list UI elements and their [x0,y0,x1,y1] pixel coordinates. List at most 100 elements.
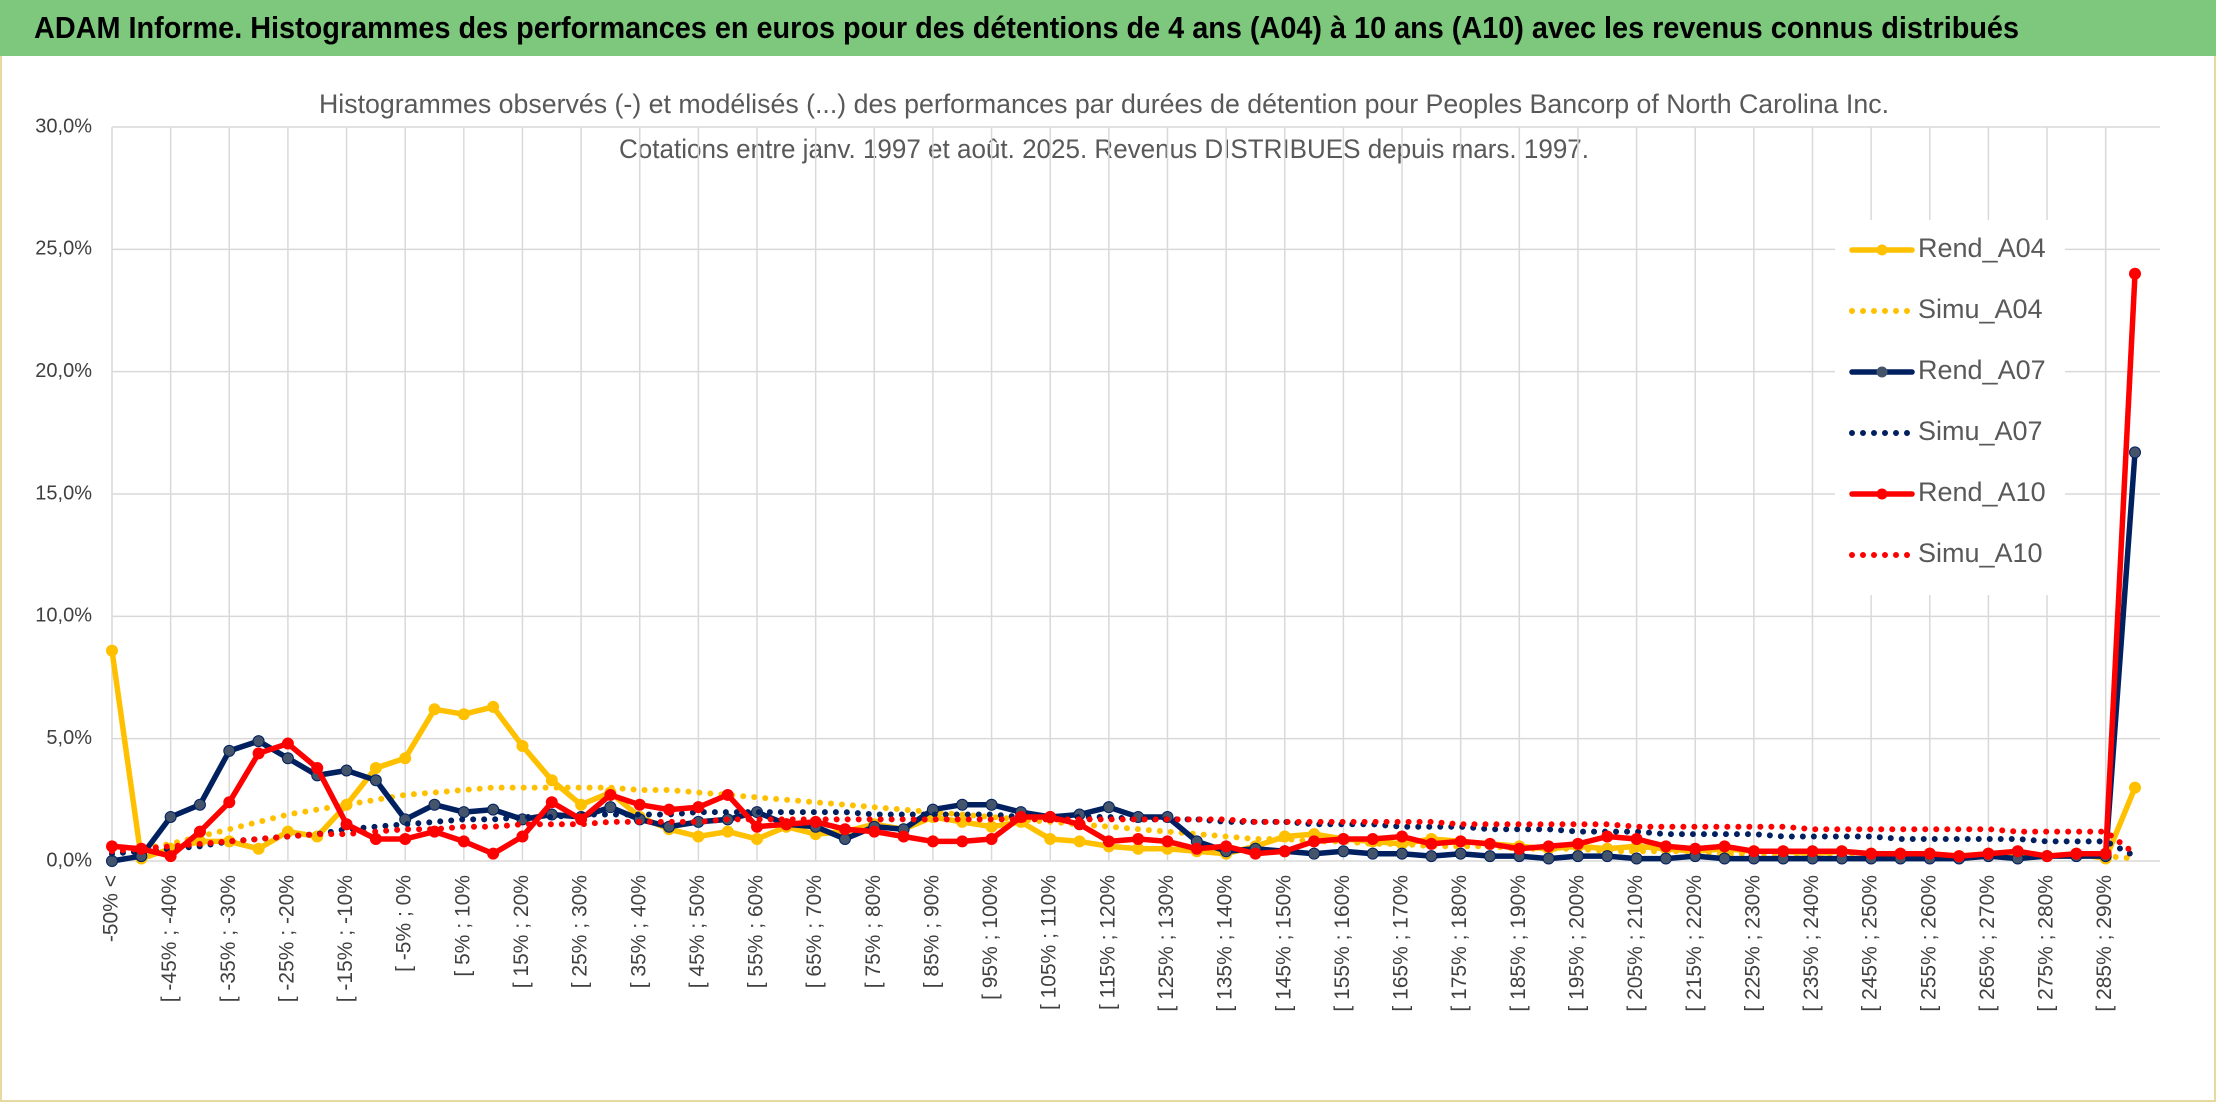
series-marker [252,735,265,748]
series-marker [223,796,236,809]
x-tick-label: [ 165% ; 170% [1390,875,1413,1012]
legend-marker [1876,244,1888,256]
series-marker [487,803,500,816]
x-tick-label: -50% < [100,875,123,942]
y-tick-label: 15,0% [35,482,92,504]
x-tick-label: [ 225% ; 230% [1741,875,1764,1012]
series-marker [838,823,851,836]
legend-marker [1876,488,1888,500]
series-marker [1161,835,1174,848]
y-tick-label: 30,0% [35,115,92,137]
series-marker [751,832,764,845]
x-tick-label: [ 55% ; 60% [745,875,768,988]
series-marker [1894,847,1907,860]
series-marker [1308,847,1321,860]
series-marker [369,832,382,845]
x-tick-label: [ 185% ; 190% [1507,875,1530,1012]
series-marker [281,752,294,765]
legend-box [1835,220,2065,595]
x-tick-label: [ 155% ; 160% [1331,875,1354,1012]
plot [106,267,2141,867]
series-marker [2070,847,2083,860]
series-marker [1601,850,1614,863]
series-marker [1747,845,1760,858]
x-tick-label: [ 35% ; 40% [627,875,650,988]
chart-subtitle: Cotations entre janv. 1997 et août. 2025… [619,134,1589,164]
legend-marker [1876,366,1888,378]
series-marker [1865,847,1878,860]
series-marker [956,835,969,848]
series-marker [516,740,529,753]
series-marker [1571,837,1584,850]
y-tick-label: 20,0% [35,360,92,382]
series-marker [1337,845,1350,858]
series-marker [487,700,500,713]
x-tick-label: [ -5% ; 0% [393,875,416,972]
series-marker [1308,835,1321,848]
series-marker [340,764,353,777]
series-marker [604,788,617,801]
x-tick-label: [ 15% ; 20% [510,875,533,988]
series-marker [721,788,734,801]
series-marker [311,762,324,775]
series-marker [1132,832,1145,845]
x-tick-label: [ 245% ; 250% [1859,875,1882,1012]
series-marker [1923,847,1936,860]
y-tick-label: 5,0% [46,727,92,749]
series-marker [663,803,676,816]
legend-label: Simu_A07 [1918,416,2043,446]
series-marker [985,798,998,811]
x-tick-label: [ -25% ; -20% [275,875,298,1002]
series-line [109,816,2138,857]
series-marker [1982,847,1995,860]
x-tick-label: [ 85% ; 90% [920,875,943,988]
series-line [109,449,2138,864]
legend-label: Rend_A07 [1918,355,2046,385]
series-marker [281,737,294,750]
series-marker [985,820,998,833]
series-marker [1366,847,1379,860]
series-marker [1689,842,1702,855]
grid: 0,0% 5,0% 10,0% 15,0% 20,0% 25,0% 30,0% -50% < [… [35,115,2160,1012]
series-marker [1073,835,1086,848]
x-tick-label: [ -15% ; -10% [334,875,357,1002]
series-marker [1483,837,1496,850]
series-marker [926,835,939,848]
x-tick-label: [ 175% ; 180% [1448,875,1471,1012]
series-marker [193,825,206,838]
y-tick-label: 0,0% [46,849,92,871]
series-marker [1953,850,1966,863]
series-marker [897,830,910,843]
series-marker [956,798,969,811]
series-marker [1102,835,1115,848]
series-marker [1571,850,1584,863]
series-marker [1835,845,1848,858]
series-marker [1425,850,1438,863]
series-marker [751,820,764,833]
x-tick-label: [ 135% ; 140% [1214,875,1237,1012]
legend-label: Rend_A04 [1918,233,2046,263]
series-marker [2129,267,2141,280]
series-marker [252,747,265,760]
series-marker [223,744,236,757]
legend-label: Simu_A10 [1918,538,2043,568]
x-tick-label: [ 75% ; 80% [862,875,885,988]
title-bar [0,0,2216,56]
series-marker [692,801,705,814]
x-tick-label: [ 265% ; 270% [1976,875,1999,1012]
series-marker [1659,840,1672,853]
series-marker [1396,847,1409,860]
series-marker [1220,840,1233,853]
x-tick-label: [ 65% ; 70% [803,875,826,988]
series-marker [1337,832,1350,845]
series-marker [340,818,353,831]
series-marker [1190,842,1203,855]
series-marker [106,855,118,867]
series-marker [369,774,382,787]
x-tick-label: [ 285% ; 290% [2093,875,2116,1012]
series-marker [1630,852,1643,865]
x-tick-label: [ 25% ; 30% [569,875,592,988]
series-marker [545,774,558,787]
series-marker [1044,832,1057,845]
